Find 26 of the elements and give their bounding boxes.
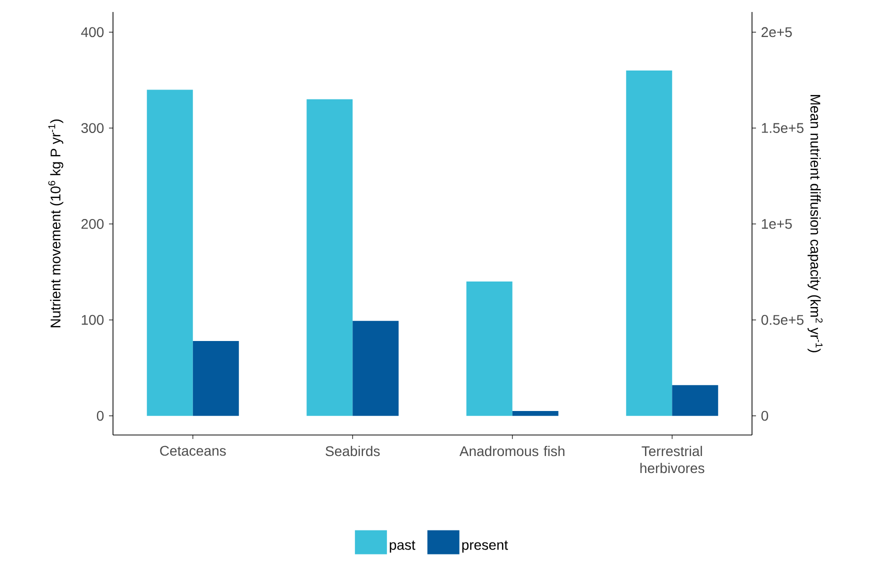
bar	[672, 385, 718, 416]
bar	[512, 411, 558, 416]
bar	[306, 99, 353, 416]
y-tick-label: 400	[81, 27, 104, 38]
y2-tick-label: 1e+5	[762, 219, 792, 229]
x-tick-label: Anadromous fish	[459, 446, 564, 456]
y-axis-title: Nutrient movement (10$^{6}$ kg P yr$^{-1}$)	[48, 120, 64, 328]
bar	[352, 320, 399, 416]
y2-tick-label: 0	[761, 410, 768, 421]
bar	[466, 282, 512, 416]
bar	[626, 70, 672, 416]
y-tick-label: 100	[82, 314, 104, 325]
bar	[146, 90, 193, 416]
y-tick-label: 0	[96, 410, 104, 421]
y2-tick-label: 0.5e+5	[761, 314, 804, 325]
y2-tick-label: 2e+5	[762, 27, 792, 38]
y2-axis-title: Mean nutrient diffusion capacity (km$^{2}$ yr$^{-1}$)	[808, 95, 823, 352]
legend-label: present	[462, 540, 508, 553]
y-tick-label: 200	[81, 219, 104, 229]
x-tick-label: Terrestrial herbivores	[640, 446, 704, 474]
x-tick-label: Seabirds	[326, 446, 380, 456]
bar	[192, 341, 239, 416]
x-tick-label: Cetaceans	[160, 446, 226, 456]
legend-label: past	[390, 540, 416, 553]
y2-tick-label: 1.5e+5	[762, 123, 804, 133]
y-tick-label: 300	[81, 123, 104, 134]
